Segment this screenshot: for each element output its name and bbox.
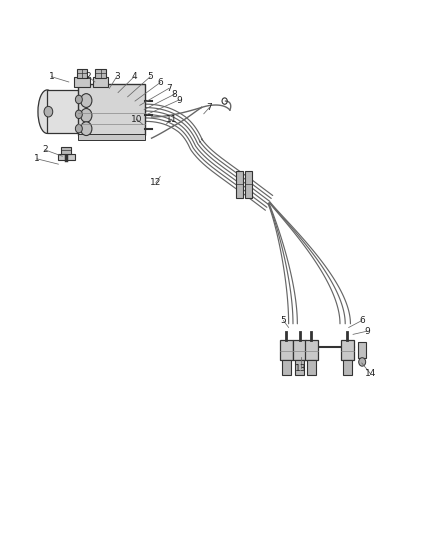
FancyBboxPatch shape bbox=[78, 84, 145, 135]
Circle shape bbox=[81, 94, 92, 108]
Text: 13: 13 bbox=[295, 364, 307, 373]
Text: 8: 8 bbox=[172, 90, 177, 99]
Text: 1: 1 bbox=[34, 155, 40, 164]
FancyBboxPatch shape bbox=[307, 360, 316, 375]
FancyBboxPatch shape bbox=[47, 90, 80, 133]
Text: 7: 7 bbox=[166, 84, 172, 93]
Text: 9: 9 bbox=[364, 327, 370, 336]
Text: 12: 12 bbox=[150, 178, 162, 187]
Text: 5: 5 bbox=[147, 72, 153, 81]
Text: 5: 5 bbox=[280, 316, 286, 325]
FancyBboxPatch shape bbox=[77, 69, 87, 78]
Text: 9: 9 bbox=[176, 95, 182, 104]
FancyBboxPatch shape bbox=[74, 77, 90, 87]
Text: 2: 2 bbox=[42, 146, 48, 155]
FancyBboxPatch shape bbox=[341, 340, 354, 360]
FancyBboxPatch shape bbox=[280, 340, 293, 360]
Ellipse shape bbox=[38, 90, 56, 133]
Circle shape bbox=[359, 358, 366, 366]
FancyBboxPatch shape bbox=[293, 340, 306, 360]
Circle shape bbox=[75, 124, 82, 133]
Circle shape bbox=[81, 109, 92, 122]
Text: 6: 6 bbox=[359, 316, 364, 325]
FancyBboxPatch shape bbox=[78, 134, 145, 140]
Text: 4: 4 bbox=[131, 72, 137, 81]
Text: 10: 10 bbox=[131, 115, 142, 124]
Text: 3: 3 bbox=[114, 72, 120, 81]
FancyBboxPatch shape bbox=[237, 171, 244, 198]
FancyBboxPatch shape bbox=[245, 171, 252, 198]
Circle shape bbox=[75, 110, 82, 118]
Text: 14: 14 bbox=[365, 369, 376, 378]
FancyBboxPatch shape bbox=[282, 360, 291, 375]
FancyBboxPatch shape bbox=[343, 360, 352, 375]
Text: 6: 6 bbox=[157, 78, 163, 87]
FancyBboxPatch shape bbox=[93, 77, 109, 87]
FancyBboxPatch shape bbox=[305, 340, 318, 360]
FancyBboxPatch shape bbox=[61, 147, 71, 154]
Text: 1: 1 bbox=[49, 72, 54, 81]
Circle shape bbox=[81, 122, 92, 135]
Circle shape bbox=[75, 95, 82, 104]
Text: 7: 7 bbox=[207, 103, 212, 112]
Circle shape bbox=[44, 107, 53, 117]
Text: 11: 11 bbox=[166, 115, 178, 124]
Text: 2: 2 bbox=[85, 72, 91, 81]
FancyBboxPatch shape bbox=[295, 360, 304, 375]
FancyBboxPatch shape bbox=[358, 342, 366, 358]
FancyBboxPatch shape bbox=[95, 69, 106, 78]
FancyBboxPatch shape bbox=[58, 154, 74, 160]
